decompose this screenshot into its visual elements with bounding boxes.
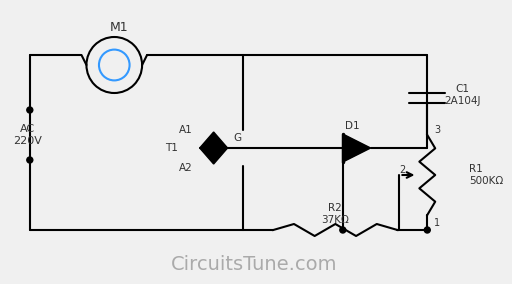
Text: CircuitsTune.com: CircuitsTune.com (171, 256, 337, 275)
Text: G: G (233, 133, 242, 143)
Text: A2: A2 (179, 163, 193, 173)
Text: R1
500KΩ: R1 500KΩ (469, 164, 503, 186)
Polygon shape (200, 132, 227, 148)
Circle shape (27, 107, 33, 113)
Circle shape (424, 227, 430, 233)
Circle shape (340, 227, 346, 233)
Circle shape (27, 157, 33, 163)
Polygon shape (343, 134, 371, 162)
Text: 3: 3 (434, 125, 440, 135)
Text: 2: 2 (399, 165, 406, 175)
Text: R2
37KΩ: R2 37KΩ (322, 203, 349, 225)
Text: D1: D1 (346, 121, 360, 131)
Text: A1: A1 (179, 125, 193, 135)
Text: T1: T1 (165, 143, 178, 153)
Text: C1
2A104J: C1 2A104J (444, 84, 480, 106)
Text: M1: M1 (110, 20, 129, 34)
Polygon shape (200, 148, 227, 164)
Text: 1: 1 (434, 218, 440, 228)
Text: AC
220V: AC 220V (13, 124, 42, 146)
